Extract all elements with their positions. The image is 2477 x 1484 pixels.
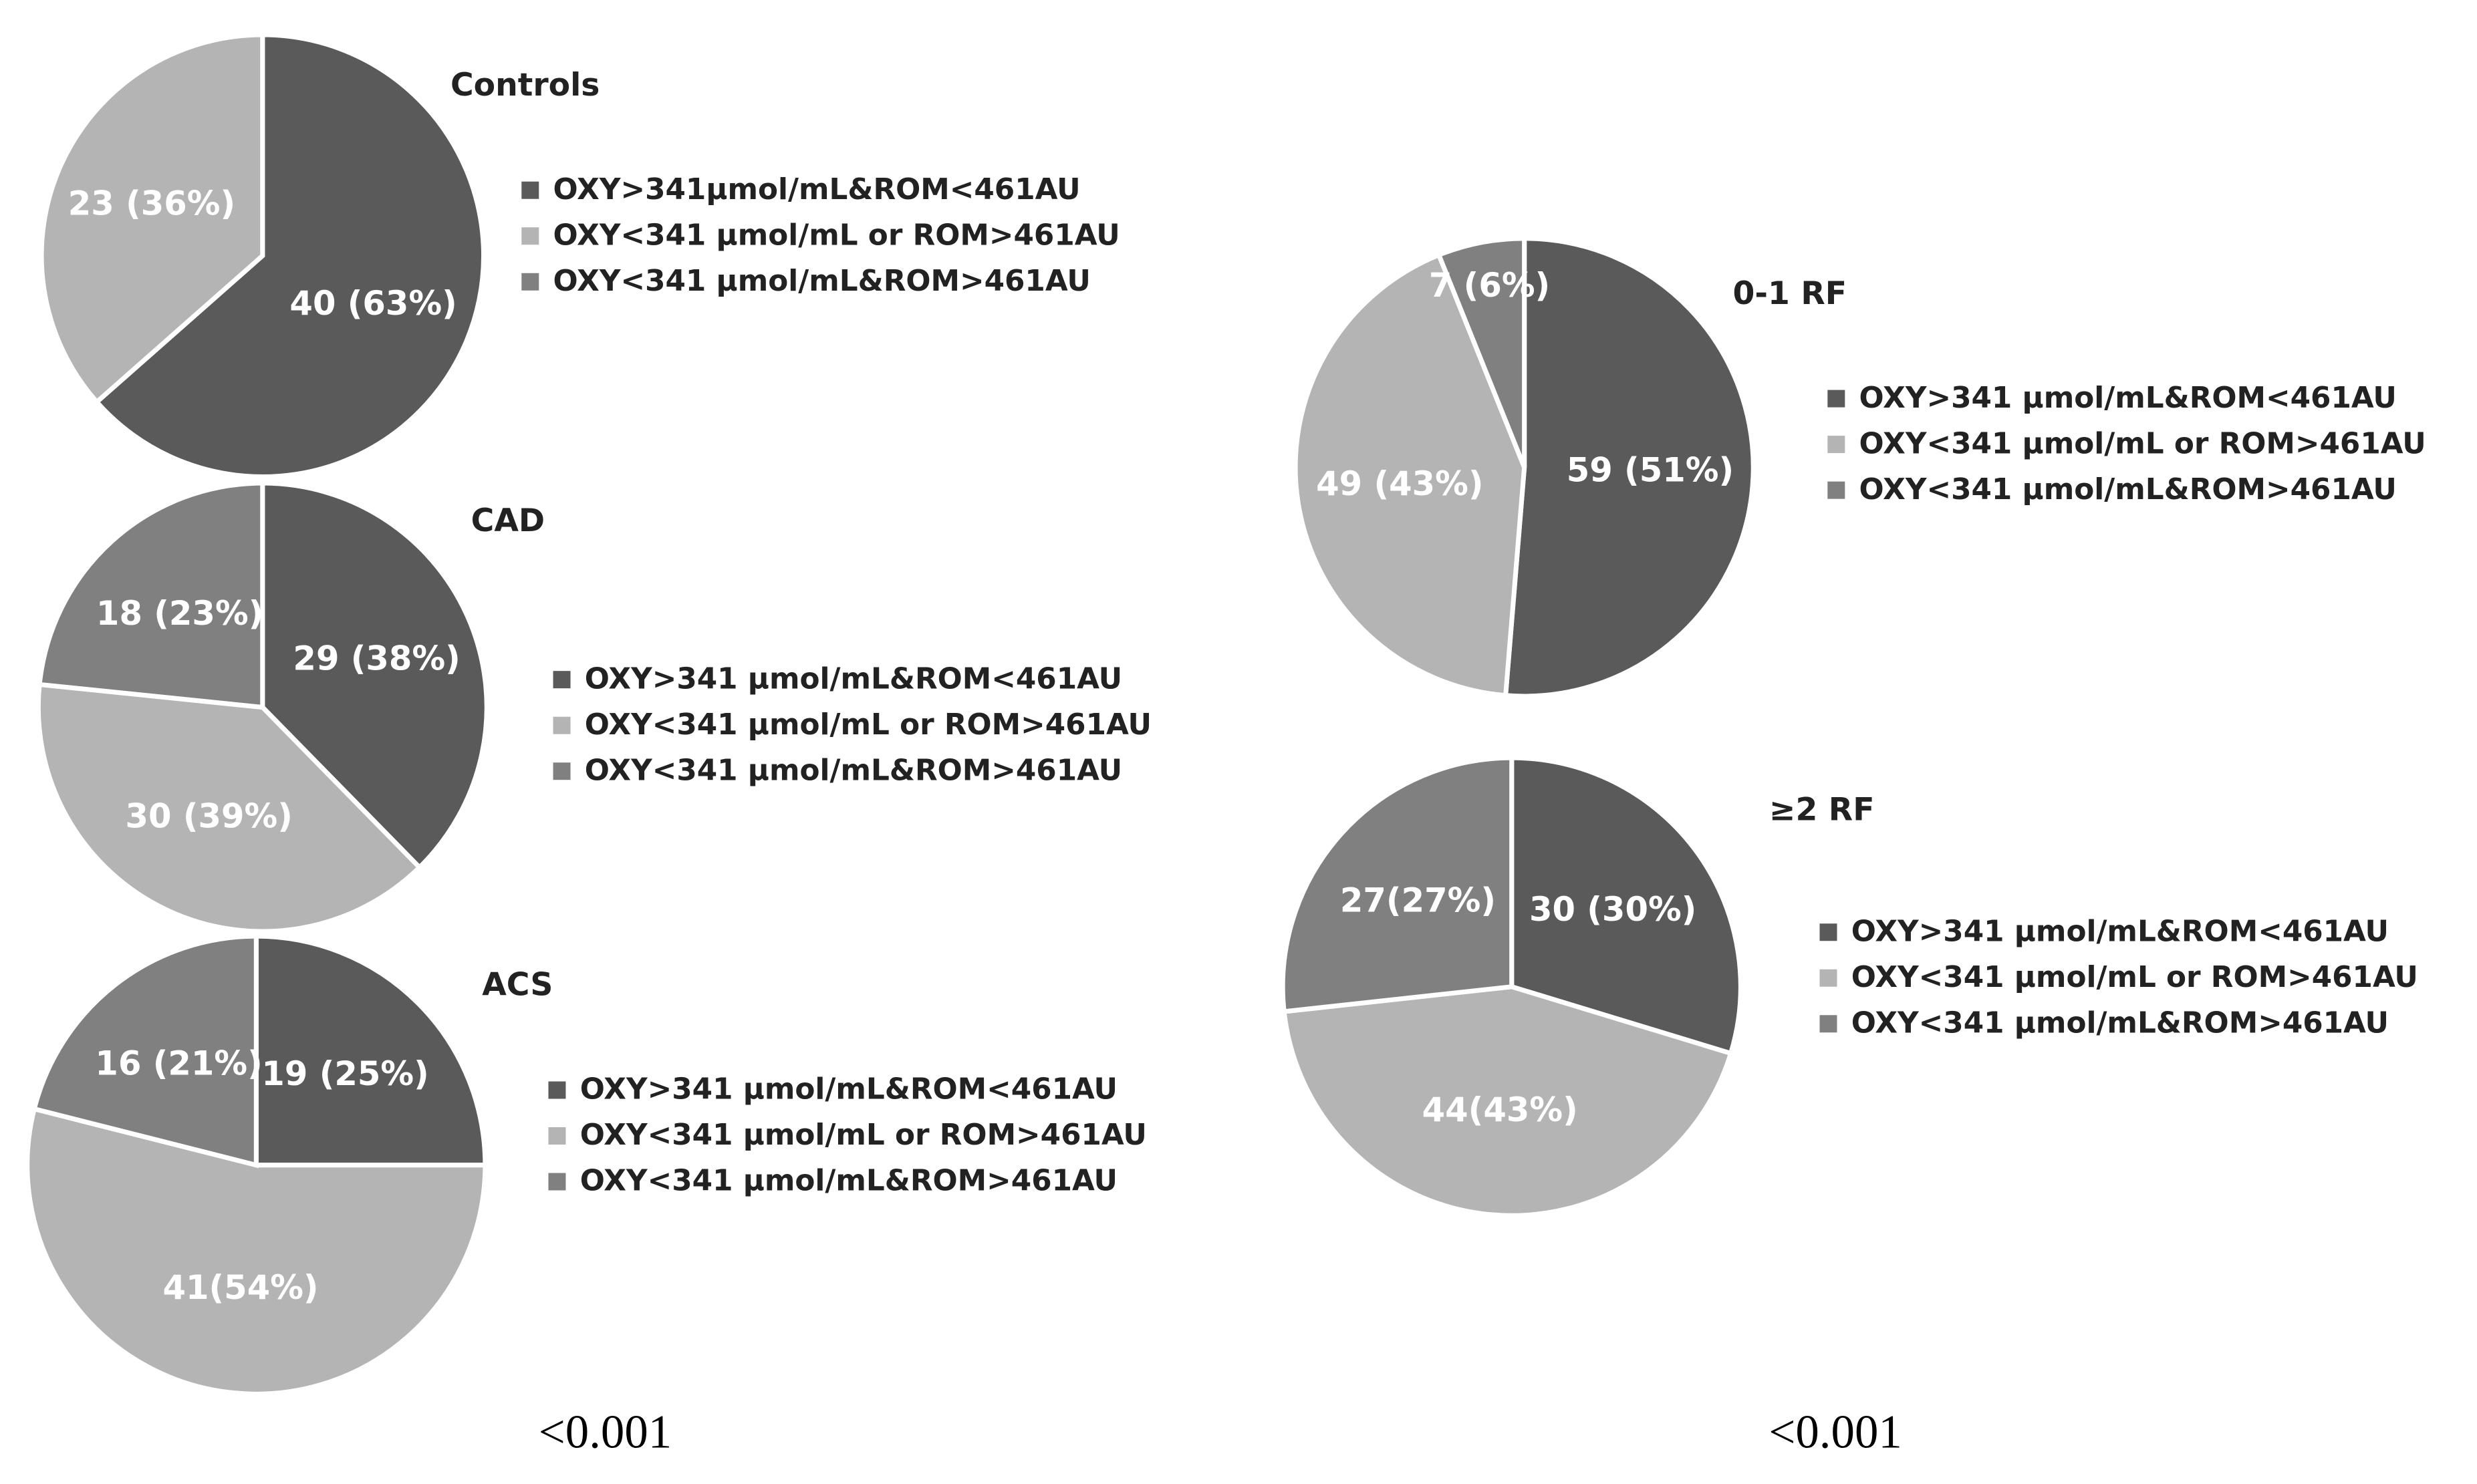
data-label: 23 (36%) — [68, 184, 235, 222]
pie-slice — [260, 480, 489, 871]
chart-title: 0-1 RF — [1733, 275, 1847, 312]
pie-slice — [1436, 236, 1527, 468]
legend-label: OXY<341 µmol/mL&ROM>461AU — [1859, 472, 2397, 506]
legend-swatch — [548, 1081, 566, 1099]
legend-swatch — [548, 1173, 566, 1191]
legend-label: OXY<341 µmol/mL&ROM>461AU — [553, 264, 1091, 298]
chart-title: ACS — [482, 967, 553, 1004]
pie-slice — [35, 682, 423, 934]
legend-label: OXY<341 µmol/mL or ROM>461AU — [553, 218, 1120, 252]
legend-label: OXY<341 µmol/mL or ROM>461AU — [585, 708, 1152, 742]
data-label: 44(43%) — [1422, 1090, 1578, 1129]
legend-swatch — [548, 1127, 566, 1145]
pie-slice — [1509, 755, 1743, 1056]
pie-slice — [39, 32, 265, 406]
legend-swatch — [1827, 436, 1845, 454]
legend-label: OXY<341 µmol/mL or ROM>461AU — [1851, 960, 2418, 994]
data-label: 40 (63%) — [289, 284, 457, 323]
data-label: 18 (23%) — [96, 594, 263, 633]
legend-label: OXY>341 µmol/mL&ROM<461AU — [1859, 381, 2397, 415]
legend-swatch — [1827, 390, 1845, 408]
data-label: 27(27%) — [1340, 881, 1496, 919]
pie-slice — [1503, 236, 1756, 699]
pie-slice — [37, 480, 265, 710]
annotation: <0.001 — [539, 1406, 672, 1458]
legend-swatch — [521, 181, 539, 199]
legend-label: OXY<341 µmol/mL or ROM>461AU — [580, 1118, 1147, 1152]
legend-swatch — [1827, 481, 1845, 499]
data-label: 30 (30%) — [1529, 890, 1696, 929]
data-label: 30 (39%) — [126, 796, 293, 835]
legend-swatch — [1819, 1015, 1837, 1033]
data-label: 59 (51%) — [1567, 451, 1734, 490]
chart-title: ≥2 RF — [1769, 791, 1875, 828]
pie-slice — [1293, 251, 1527, 698]
chart-title: CAD — [471, 502, 545, 539]
legend-label: OXY>341 µmol/mL&ROM<461AU — [1851, 914, 2389, 948]
legend-swatch — [1819, 923, 1837, 941]
legend-swatch — [553, 716, 571, 734]
pie-slice — [93, 32, 487, 480]
pie-slice — [25, 1106, 488, 1396]
legend-label: OXY<341 µmol/mL&ROM>461AU — [580, 1164, 1118, 1198]
legend-label: OXY<341 µmol/mL or ROM>461AU — [1859, 426, 2426, 460]
pie-slice — [253, 933, 488, 1168]
legend-swatch — [1819, 969, 1837, 987]
data-label: 41(54%) — [162, 1268, 318, 1307]
legend-label: OXY<341 µmol/mL&ROM>461AU — [585, 753, 1122, 787]
legend-label: OXY>341µmol/mL&ROM<461AU — [553, 172, 1081, 206]
legend-label: OXY<341 µmol/mL&ROM>461AU — [1851, 1006, 2389, 1040]
legend-label: OXY>341 µmol/mL&ROM<461AU — [585, 661, 1122, 696]
legend-swatch — [521, 273, 539, 291]
pie-slice — [31, 933, 259, 1169]
pie-slice — [1280, 755, 1515, 1014]
data-label: 19 (25%) — [261, 1054, 428, 1093]
annotation: <0.001 — [1769, 1406, 1902, 1458]
data-label: 16 (21%) — [95, 1044, 262, 1083]
legend-swatch — [553, 671, 571, 689]
legend-swatch — [553, 762, 571, 780]
data-label: 49 (43%) — [1316, 464, 1483, 503]
chart-title: Controls — [450, 67, 600, 104]
data-label: 7 (6%) — [1429, 266, 1550, 305]
legend-swatch — [521, 227, 539, 245]
legend-label: OXY>341 µmol/mL&ROM<461AU — [580, 1072, 1118, 1106]
data-label: 29 (38%) — [293, 639, 460, 678]
pie-slice — [1281, 984, 1734, 1218]
